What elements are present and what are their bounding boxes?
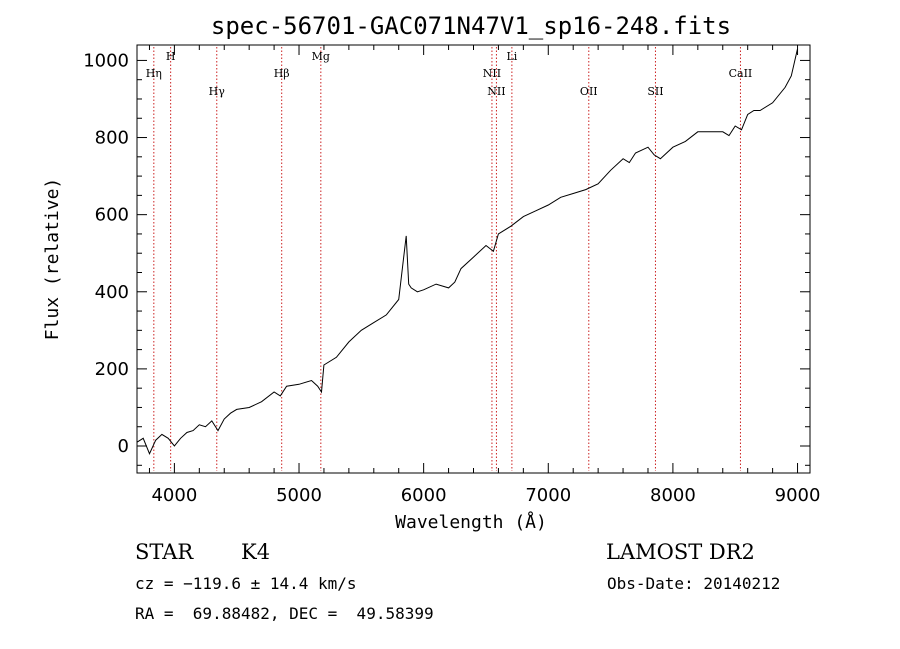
x-tick-label: 4000 [151,485,197,506]
object-subclass: K4 [241,540,271,564]
chart-title: spec-56701-GAC071N47V1_sp16-248.fits [211,12,731,40]
y-tick-label: 200 [95,359,129,380]
y-tick-label: 800 [95,128,129,149]
line-marker-label: Hβ [274,67,290,80]
x-tick-label: 8000 [650,485,696,506]
line-marker-label: SII [647,85,663,98]
spectrum-series-line [136,48,798,455]
ra-dec-coordinates: RA = 69.88482, DEC = 49.58399 [135,604,434,623]
x-tick-label: 9000 [775,485,821,506]
line-marker-label: Mg [312,50,330,63]
x-tick-label: 5000 [276,485,322,506]
spectral-line-markers: Hη H Hγ Hβ Mg NII NII Li OII SII CaII [146,47,753,471]
y-tick-label: 0 [118,436,129,457]
line-marker-label: CaII [729,67,753,80]
y-tick-label: 1000 [83,50,129,71]
x-axis-label: Wavelength (Å) [395,511,547,533]
object-class: STAR [135,540,194,564]
x-axis: 4000 5000 6000 7000 8000 9000 [148,45,821,506]
y-axis-label: Flux (relative) [42,178,63,341]
y-tick-label: 600 [95,205,129,226]
x-tick-label: 6000 [401,485,447,506]
survey-name: LAMOST DR2 [606,540,755,564]
observation-date: Obs-Date: 20140212 [607,574,781,593]
line-marker-label: Li [506,50,517,63]
x-tick-label: 7000 [525,485,571,506]
line-marker-label: OII [580,85,598,98]
line-marker-label: Hγ [209,85,226,98]
line-marker-label: NII [487,85,505,98]
y-axis: 0 200 400 600 800 1000 [83,50,810,466]
line-marker-label: H [166,50,176,63]
y-tick-label: 400 [95,282,129,303]
redshift-cz: cz = −119.6 ± 14.4 km/s [135,574,357,593]
line-marker-label: Hη [146,67,162,80]
line-marker-label: NII [483,67,501,80]
